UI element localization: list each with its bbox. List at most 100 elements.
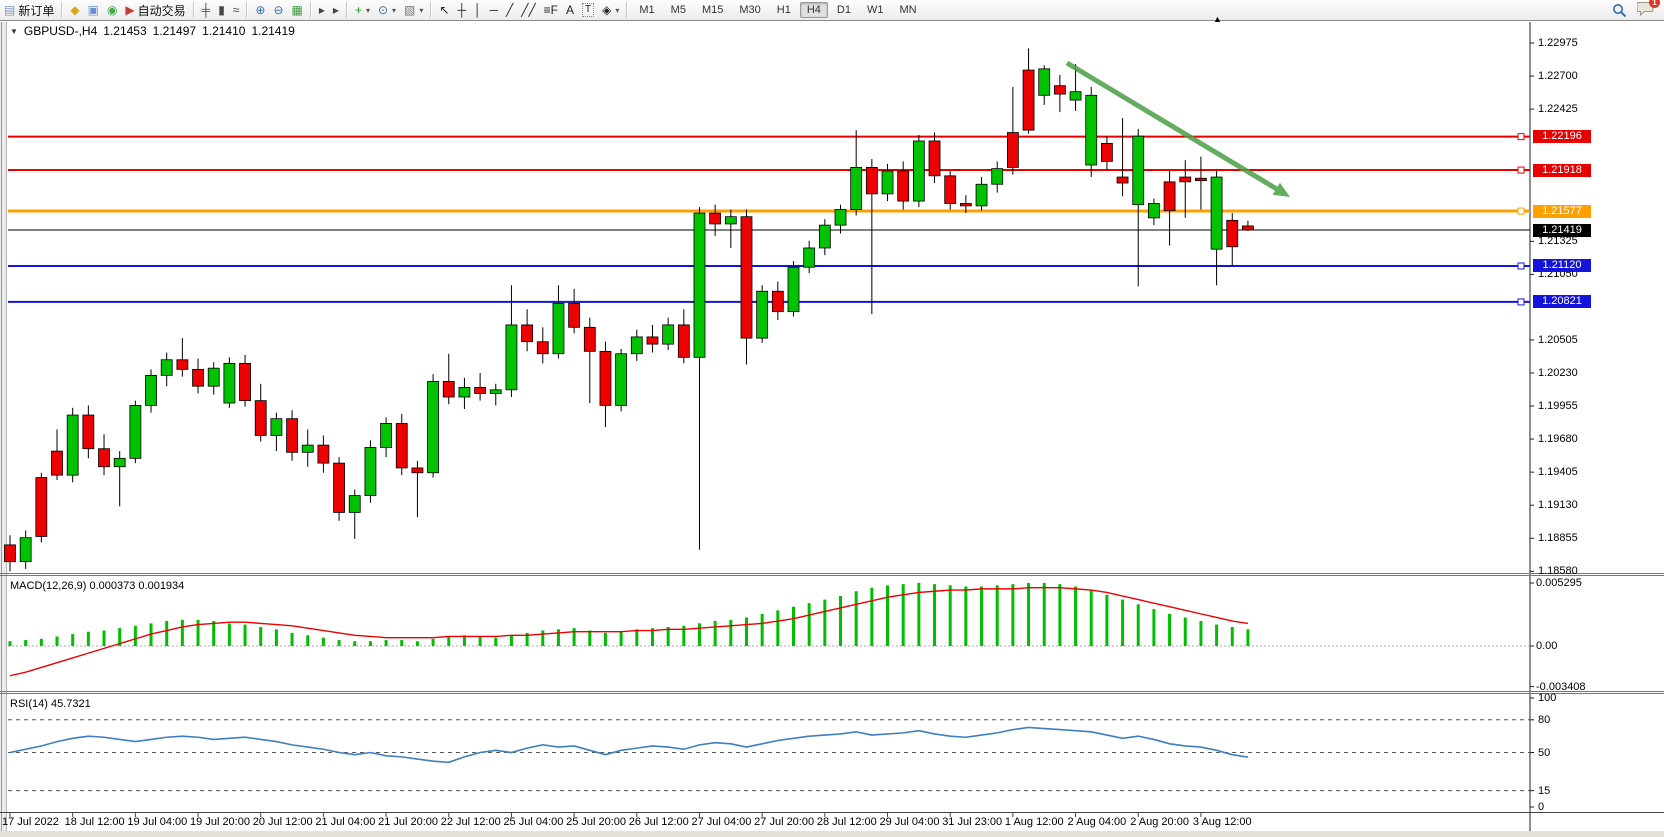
line-chart-icon[interactable]: ≈ [229,3,244,17]
timeframe-h1[interactable]: H1 [776,4,791,16]
symbol-dropdown-icon[interactable]: ▼ [10,26,18,36]
autotrade-button[interactable]: ▶ 自动交易 [121,1,189,20]
template-icon[interactable]: ▧ ▾ [400,3,427,17]
fibonacci-icon[interactable]: ≡F [540,3,562,17]
arrow-shaft[interactable] [1065,60,1280,192]
add-indicator-icon[interactable]: + ▾ [351,3,374,17]
x-axis-label: 31 Jul 23:00 [942,816,1003,828]
timeframe-m15[interactable]: M15 [701,4,724,16]
candle-body [411,467,424,474]
line-chart-icon: ≈ [232,3,240,17]
level-handle[interactable] [1517,133,1525,141]
candle-body [850,167,863,210]
candlestick-chart-icon[interactable]: ▮ [214,3,229,17]
profile-icon: ◆ [70,3,80,17]
level-price-tag: 1.21120 [1533,259,1591,273]
candle-body [458,387,471,398]
symbol-period-label: GBPUSD-,H4 [23,24,98,38]
text-icon[interactable]: A [562,3,578,17]
dropdown-caret-icon[interactable]: ▾ [615,5,620,15]
candle-body [615,353,628,406]
y-axis-label: 1.22975 [1538,37,1578,49]
candle-body [583,326,596,352]
auto-scroll-icon[interactable]: ▸ [315,3,329,17]
dropdown-caret-icon[interactable]: ▾ [419,5,424,15]
x-axis-label: 27 Jul 20:00 [754,816,815,828]
candle-body [1210,176,1223,250]
candle-body [975,183,988,207]
x-axis-label: 25 Jul 20:00 [566,816,627,828]
candle-body [818,224,831,249]
candle-body [317,444,330,464]
y-axis-label: 0 [1538,801,1545,813]
ohlc-high: 1.21497 [152,24,197,38]
x-axis-label: 21 Jul 20:00 [378,816,439,828]
timeframe-w1[interactable]: W1 [866,4,884,16]
candle-body [474,387,487,394]
timeframe-m30[interactable]: M30 [739,4,761,16]
auto-scroll-icon: ▸ [318,3,325,17]
candle-body [286,418,298,453]
new-order-button[interactable]: ▤ 新订单 [0,1,58,20]
toolbar-separator [309,2,312,18]
bar-chart-icon[interactable]: ╪ [198,3,215,17]
period-clock-icon[interactable]: ⊙ ▾ [374,3,400,17]
timeframe-m5[interactable]: M5 [670,4,686,16]
y-axis-label: 0.005295 [1536,576,1582,589]
chart-shift-marker[interactable]: ▲ [1213,14,1222,24]
arrows-icon[interactable]: ◈ ▾ [598,3,623,17]
timeframe-mn[interactable]: MN [899,4,917,16]
candlesticks [4,48,1254,572]
x-axis-label: 19 Jul 04:00 [127,816,188,828]
autotrade-button: ▶ [125,3,135,17]
crosshair-icon: ┼ [457,3,466,17]
cursor-icon: ↖ [439,3,450,17]
timeframe-d1[interactable]: D1 [836,4,851,16]
candle-body [4,544,16,563]
dropdown-caret-icon[interactable]: ▾ [392,5,397,15]
vertical-line-icon[interactable]: │ [470,3,486,17]
level-handle[interactable] [1517,166,1525,174]
candle-body [677,324,690,358]
charts-window-icon[interactable]: ▣ [84,3,103,17]
cursor-icon[interactable]: ↖ [435,3,453,17]
zoom-in-icon[interactable]: ⊕ [251,3,269,17]
candle-body [1116,176,1129,184]
chart-shift-icon[interactable]: ▸ [329,3,343,17]
candle-body [51,450,63,476]
candle-body [1085,94,1098,166]
zoom-out-icon[interactable]: ⊖ [269,3,287,17]
level-handle[interactable] [1517,262,1525,270]
candle-body [1148,203,1160,219]
label-icon[interactable]: T [578,2,598,18]
timeframe-h4[interactable]: H4 [799,2,828,18]
horizontal-line-icon[interactable]: ─ [485,3,502,17]
trendline-icon[interactable]: ╱ [502,3,517,17]
tile-windows-icon[interactable]: ▦ [288,3,307,17]
dropdown-caret-icon[interactable]: ▾ [365,5,370,15]
crosshair-icon[interactable]: ┼ [453,3,470,17]
profile-icon[interactable]: ◆ [66,3,83,17]
search-icon[interactable] [1612,3,1627,18]
notifications-icon[interactable]: 1 [1636,0,1660,19]
channel-icon[interactable]: ╱╱ [517,3,539,17]
candle-body [897,170,910,202]
new-order-button: ▤ [4,3,16,17]
x-axis-label: 21 Jul 04:00 [315,816,376,828]
toolbar-separator [345,2,348,18]
tile-windows-icon: ▦ [291,3,303,17]
signals-icon: ◉ [106,3,118,17]
candle-body [301,444,314,453]
signals-icon[interactable]: ◉ [103,3,121,17]
macd-histogram [8,582,1250,646]
y-axis-label: 1.22425 [1538,103,1578,116]
chart-shift-icon: ▸ [332,3,339,17]
candle-body [82,414,95,450]
candle-body [223,362,236,404]
timeframe-m1[interactable]: M1 [639,4,655,16]
level-handle[interactable] [1517,207,1525,215]
macd-label: MACD(12,26,9) 0.000373 0.001934 [10,580,185,592]
level-handle[interactable] [1517,298,1525,306]
